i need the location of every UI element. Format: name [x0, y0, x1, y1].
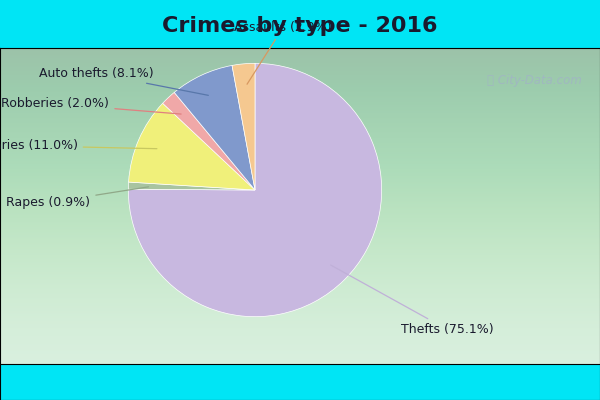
Wedge shape	[128, 182, 255, 190]
Text: Assaults (2.9%): Assaults (2.9%)	[234, 21, 332, 84]
Wedge shape	[128, 63, 382, 317]
Wedge shape	[163, 92, 255, 190]
Wedge shape	[232, 63, 255, 190]
Wedge shape	[174, 66, 255, 190]
Text: ⓘ City-Data.com: ⓘ City-Data.com	[487, 74, 582, 86]
Text: Crimes by type - 2016: Crimes by type - 2016	[162, 16, 438, 36]
Text: Auto thefts (8.1%): Auto thefts (8.1%)	[39, 67, 208, 95]
Text: Burglaries (11.0%): Burglaries (11.0%)	[0, 139, 157, 152]
Text: Robberies (2.0%): Robberies (2.0%)	[1, 97, 181, 114]
Text: Thefts (75.1%): Thefts (75.1%)	[331, 265, 493, 336]
Wedge shape	[128, 103, 255, 190]
Text: Rapes (0.9%): Rapes (0.9%)	[7, 187, 148, 209]
